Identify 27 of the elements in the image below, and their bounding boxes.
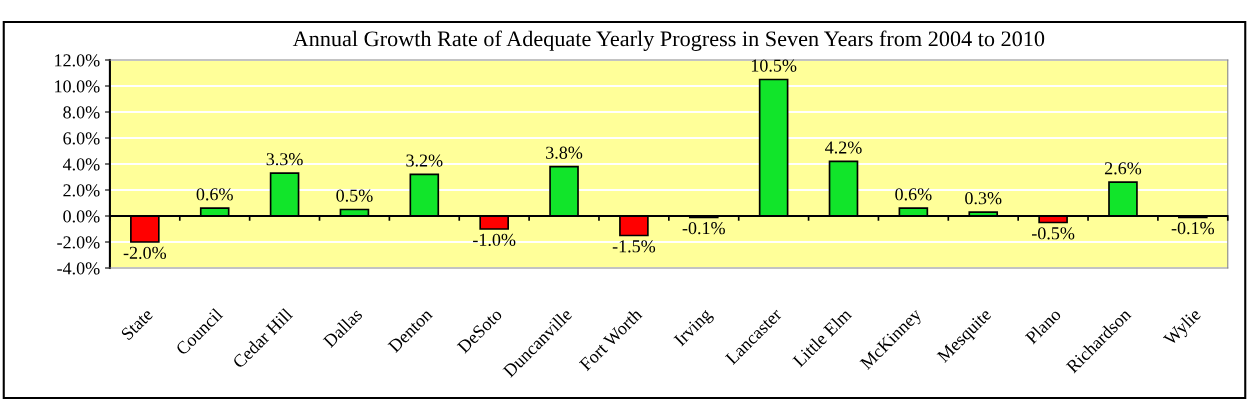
data-label: 0.6% [196, 188, 233, 201]
data-label: 0.5% [336, 189, 373, 202]
data-label: 2.6% [1104, 162, 1142, 175]
chart-title: Annual Growth Rate of Adequate Yearly Progress in Seven Years from 2004 to 2010 [292, 30, 1045, 51]
data-label: 0.3% [965, 192, 1002, 205]
data-label: -1.5% [612, 240, 656, 253]
data-label: -0.1% [1171, 221, 1215, 235]
x-tick-label: State [120, 307, 154, 341]
y-tick-label: 0.0% [63, 210, 100, 223]
y-tick-label: 8.0% [63, 106, 100, 119]
data-label: -2.0% [123, 246, 167, 259]
y-tick-label: 10.0% [55, 80, 100, 93]
data-label: 3.2% [406, 154, 443, 167]
y-tick-label: 6.0% [63, 132, 100, 145]
data-label: 10.5% [751, 59, 797, 72]
data-label: -0.1% [682, 221, 725, 235]
y-tick-label: 4.0% [62, 158, 100, 171]
y-tick-label: -4.0% [57, 262, 100, 275]
data-label: -1.0% [473, 233, 516, 246]
data-label: 3.3% [266, 153, 303, 166]
data-label: 3.8% [546, 146, 583, 159]
y-tick-label: -2.0% [57, 236, 100, 249]
y-tick-label: 2.0% [63, 184, 100, 197]
y-tick-label: 12.0% [55, 54, 100, 67]
data-label: 4.2% [825, 141, 862, 154]
data-label: -0.5% [1031, 227, 1075, 240]
data-label: 0.6% [895, 188, 932, 201]
